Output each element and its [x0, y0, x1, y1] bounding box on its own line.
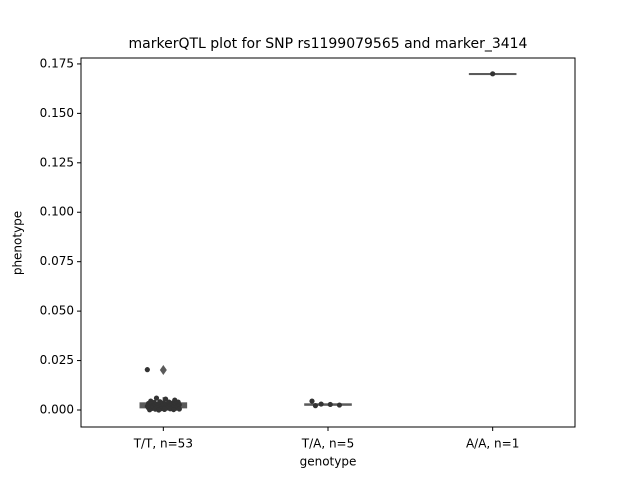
x-tick-label: A/A, n=1: [466, 437, 519, 451]
point: [144, 367, 150, 373]
point: [171, 406, 177, 413]
y-tick-label: 0.075: [40, 254, 74, 268]
point: [336, 402, 343, 408]
y-tick-label: 0.050: [40, 304, 74, 318]
plot-frame: [80, 57, 576, 428]
x-axis-label: genotype: [300, 455, 357, 469]
flier: [159, 365, 167, 376]
point: [163, 396, 169, 402]
point: [161, 406, 168, 413]
y-axis-label: phenotype: [11, 211, 25, 275]
chart-title: markerQTL plot for SNP rs1199079565 and …: [129, 36, 528, 52]
y-tick-label: 0.000: [40, 402, 74, 416]
point: [490, 71, 496, 77]
point: [318, 401, 324, 407]
y-tick-label: 0.150: [40, 106, 74, 120]
x-tick-label: T/A, n=5: [301, 437, 355, 451]
point: [176, 406, 182, 412]
point: [147, 407, 153, 413]
y-tick-label: 0.025: [40, 353, 74, 367]
y-tick-label: 0.175: [40, 56, 74, 70]
point: [309, 398, 315, 404]
y-tick-label: 0.100: [40, 205, 74, 219]
point: [153, 395, 160, 401]
y-tick-label: 0.125: [40, 155, 74, 169]
point: [312, 403, 319, 409]
point: [156, 407, 162, 413]
point: [327, 401, 333, 408]
x-tick-label: T/T, n=53: [133, 437, 193, 451]
